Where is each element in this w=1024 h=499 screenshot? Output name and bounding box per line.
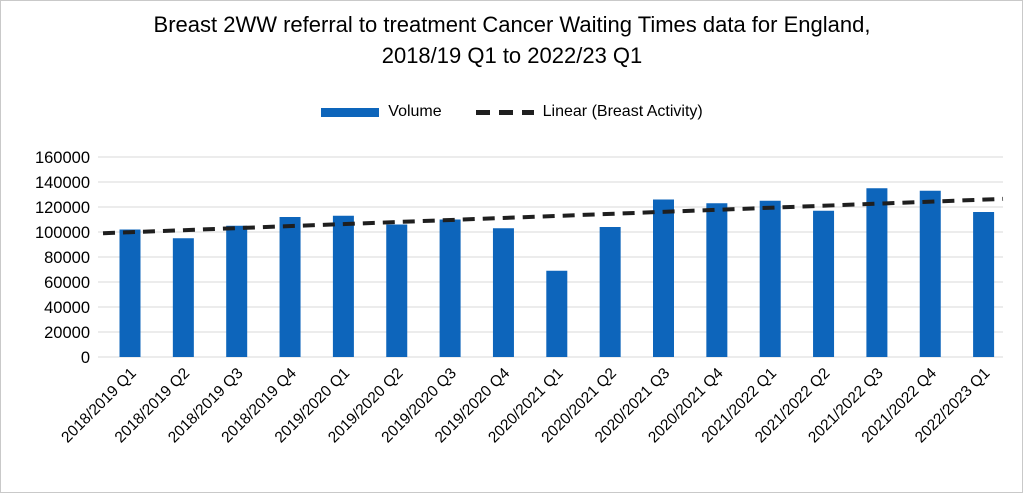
linear-dash-swatch-icon <box>475 109 534 115</box>
volume-bar <box>172 238 194 357</box>
volume-bar <box>919 190 941 357</box>
y-tick-label: 0 <box>81 349 90 367</box>
chart-title: Breast 2WW referral to treatment Cancer … <box>153 12 871 69</box>
volume-bar <box>866 188 888 357</box>
volume-bar <box>813 210 835 357</box>
volume-bar <box>759 200 781 357</box>
y-tick-label: 120000 <box>35 199 90 217</box>
volume-bar <box>386 224 408 357</box>
y-tick-label: 60000 <box>44 274 90 292</box>
volume-bar <box>439 219 461 357</box>
volume-bar <box>546 270 568 357</box>
y-tick-label: 140000 <box>35 174 90 192</box>
legend-entry-linear: Linear (Breast Activity) <box>475 103 703 121</box>
volume-bar-swatch-icon <box>321 107 380 117</box>
y-tick-label: 80000 <box>44 249 90 267</box>
volume-bar <box>492 228 514 357</box>
volume-bar <box>706 203 728 357</box>
y-tick-label: 160000 <box>35 149 90 167</box>
y-tick-label: 100000 <box>35 224 90 242</box>
y-tick-label: 20000 <box>44 324 90 342</box>
legend: Volume Linear (Breast Activity) <box>0 103 1024 121</box>
volume-bar <box>973 212 995 357</box>
volume-bar <box>599 227 621 357</box>
volume-bar <box>279 217 301 357</box>
volume-bar <box>332 215 354 357</box>
legend-entry-volume: Volume <box>321 103 442 121</box>
volume-bar <box>226 225 248 357</box>
legend-linear-label: Linear (Breast Activity) <box>542 103 703 120</box>
y-tick-label: 40000 <box>44 299 90 317</box>
volume-bar <box>653 199 674 357</box>
volume-bar <box>119 229 141 357</box>
legend-volume-label: Volume <box>388 103 442 120</box>
linear-trendline <box>102 196 1004 236</box>
